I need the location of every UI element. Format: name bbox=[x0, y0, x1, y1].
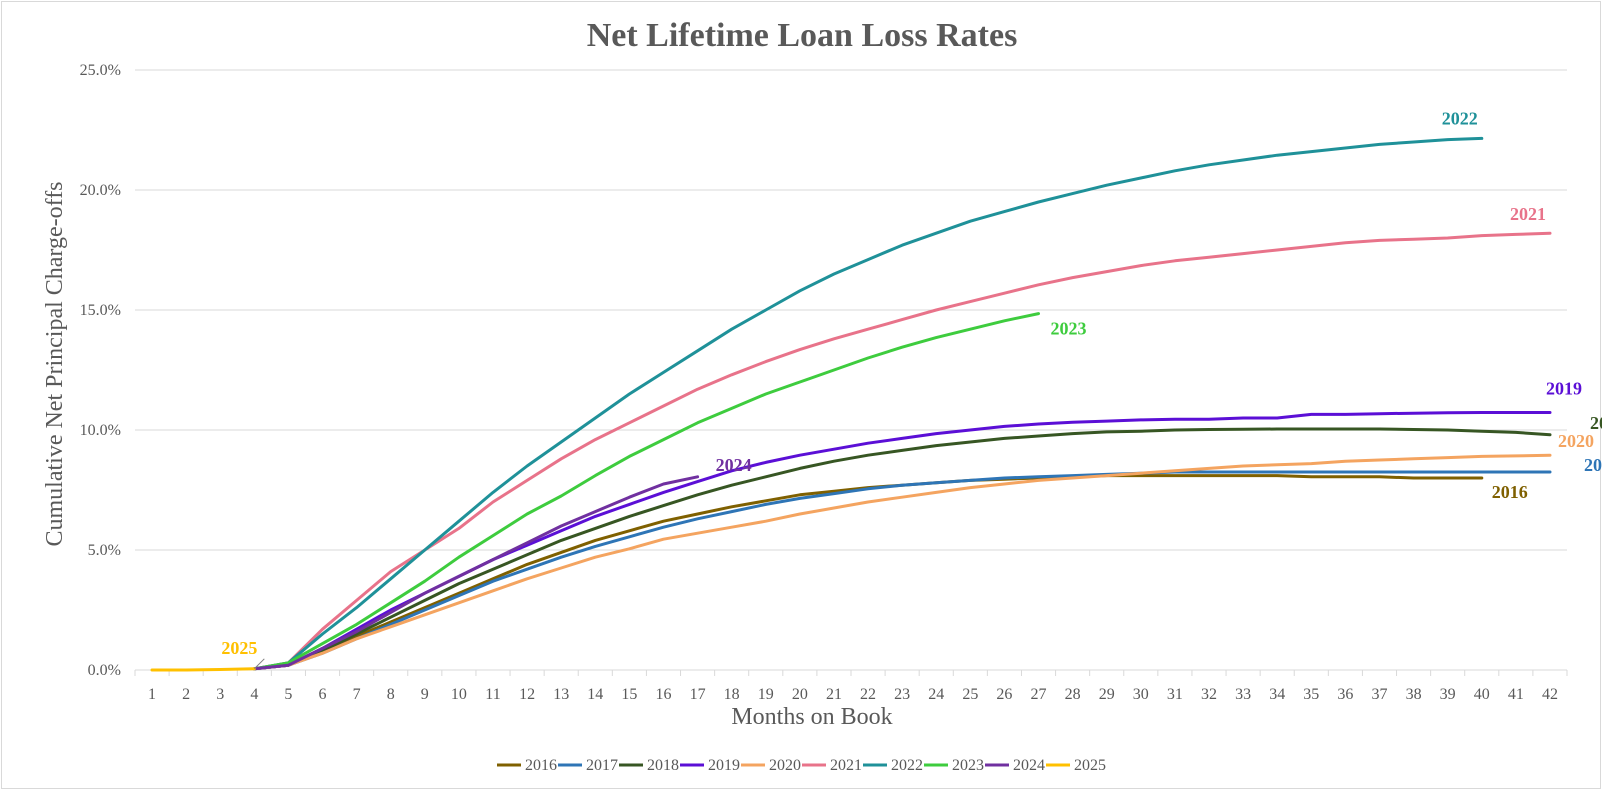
legend-item-2017: 2017 bbox=[558, 757, 618, 774]
legend-label: 2021 bbox=[830, 757, 862, 774]
legend-item-2018: 2018 bbox=[619, 757, 679, 774]
x-tick-label: 40 bbox=[1474, 686, 1490, 703]
y-tick-label: 10.0% bbox=[80, 422, 121, 439]
x-tick-label: 14 bbox=[587, 686, 603, 703]
series-label-2019: 2019 bbox=[1546, 378, 1582, 398]
x-tick-label: 32 bbox=[1201, 686, 1217, 703]
x-tick-label: 10 bbox=[451, 686, 467, 703]
series-line-2017 bbox=[252, 470, 1552, 671]
x-tick-label: 22 bbox=[860, 686, 876, 703]
x-tick-label: 8 bbox=[387, 686, 395, 703]
y-axis-ticks: 0.0% 5.0% 10.0% 15.0% 20.0% 25.0% bbox=[80, 62, 121, 679]
legend-label: 2017 bbox=[586, 757, 618, 774]
legend-label: 2020 bbox=[769, 757, 801, 774]
x-tick-label: 19 bbox=[758, 686, 774, 703]
x-tick-label: 33 bbox=[1235, 686, 1251, 703]
legend-label: 2022 bbox=[891, 757, 923, 774]
legend-label: 2019 bbox=[708, 757, 740, 774]
legend-item-2024: 2024 bbox=[985, 757, 1045, 774]
series-end-labels: 2016 2017 2018 2019 2020 2021 2022 2023 2024 2025 bbox=[221, 108, 1602, 670]
legend-label: 2025 bbox=[1074, 757, 1106, 774]
x-tick-label: 35 bbox=[1303, 686, 1319, 703]
series-lines bbox=[150, 136, 1552, 672]
legend-label: 2024 bbox=[1013, 757, 1045, 774]
legend-label: 2018 bbox=[647, 757, 679, 774]
y-tick-label: 0.0% bbox=[88, 662, 121, 679]
x-tick-label: 29 bbox=[1099, 686, 1115, 703]
legend-item-2019: 2019 bbox=[680, 757, 740, 774]
x-tick-label: 12 bbox=[519, 686, 535, 703]
series-label-2020: 2020 bbox=[1558, 431, 1594, 451]
y-tick-label: 20.0% bbox=[80, 182, 121, 199]
x-tick-label: 31 bbox=[1167, 686, 1183, 703]
series-line-2022 bbox=[252, 136, 1484, 671]
y-tick-label: 25.0% bbox=[80, 62, 121, 79]
x-tick-label: 9 bbox=[421, 686, 429, 703]
x-tick-label: 25 bbox=[962, 686, 978, 703]
x-tick-label: 13 bbox=[553, 686, 569, 703]
legend-item-2016: 2016 bbox=[497, 757, 557, 774]
x-tick-label: 27 bbox=[1031, 686, 1047, 703]
series-label-2018: 2018 bbox=[1590, 413, 1602, 433]
legend-label: 2016 bbox=[525, 757, 557, 774]
x-tick-label: 30 bbox=[1133, 686, 1149, 703]
label-leader-2025 bbox=[253, 658, 265, 670]
x-axis-ticks: 1 2 3 4 5 6 7 8 9 10 11 12 13 14 15 16 17 18 19 20 21 22 23 24 2… bbox=[148, 686, 1558, 703]
series-label-2021: 2021 bbox=[1510, 204, 1546, 224]
x-tick-label: 15 bbox=[621, 686, 637, 703]
x-tick-label: 38 bbox=[1406, 686, 1422, 703]
series-line-2020 bbox=[252, 453, 1552, 671]
x-tick-label: 36 bbox=[1337, 686, 1353, 703]
x-tick-label: 1 bbox=[148, 686, 156, 703]
x-axis-title: Months on Book bbox=[731, 704, 892, 730]
x-tick-label: 11 bbox=[485, 686, 500, 703]
chart-title: Net Lifetime Loan Loss Rates bbox=[587, 17, 1018, 54]
gridlines bbox=[134, 69, 1568, 676]
x-tick-label: 41 bbox=[1508, 686, 1524, 703]
series-line-2024 bbox=[252, 475, 700, 671]
series-label-2023: 2023 bbox=[1051, 319, 1087, 339]
x-tick-label: 6 bbox=[319, 686, 327, 703]
x-tick-label: 16 bbox=[655, 686, 671, 703]
series-line-2025 bbox=[150, 667, 256, 672]
x-tick-label: 20 bbox=[792, 686, 808, 703]
legend-item-2021: 2021 bbox=[802, 757, 862, 774]
series-line-2023 bbox=[252, 312, 1040, 671]
x-tick-label: 42 bbox=[1542, 686, 1558, 703]
legend-label: 2023 bbox=[952, 757, 984, 774]
legend-item-2025: 2025 bbox=[1046, 757, 1106, 774]
x-tick-label: 5 bbox=[284, 686, 292, 703]
x-tick-label: 28 bbox=[1065, 686, 1081, 703]
x-tick-label: 39 bbox=[1440, 686, 1456, 703]
y-tick-label: 15.0% bbox=[80, 302, 121, 319]
x-tick-label: 2 bbox=[182, 686, 190, 703]
x-tick-label: 23 bbox=[894, 686, 910, 703]
legend-item-2020: 2020 bbox=[741, 757, 801, 774]
legend-item-2022: 2022 bbox=[863, 757, 923, 774]
series-label-2022: 2022 bbox=[1442, 108, 1478, 128]
x-tick-label: 34 bbox=[1269, 686, 1285, 703]
series-label-2016: 2016 bbox=[1492, 482, 1528, 502]
series-label-2017: 2017 bbox=[1584, 455, 1602, 475]
x-tick-label: 3 bbox=[216, 686, 224, 703]
y-tick-label: 5.0% bbox=[88, 542, 121, 559]
x-tick-label: 18 bbox=[724, 686, 740, 703]
x-tick-label: 7 bbox=[353, 686, 361, 703]
x-tick-label: 26 bbox=[996, 686, 1012, 703]
y-axis-title: Cumulative Net Principal Charge-offs bbox=[42, 181, 68, 546]
legend: 2016 2017 2018 2019 2020 2021 2022 2023 2024 2025 bbox=[497, 757, 1106, 774]
series-line-2018 bbox=[252, 427, 1552, 671]
series-label-2025: 2025 bbox=[221, 638, 257, 658]
x-tick-label: 37 bbox=[1371, 686, 1387, 703]
x-tick-label: 4 bbox=[250, 686, 258, 703]
legend-item-2023: 2023 bbox=[924, 757, 984, 774]
series-label-2024: 2024 bbox=[716, 455, 752, 475]
x-tick-label: 24 bbox=[928, 686, 944, 703]
series-line-2021 bbox=[252, 231, 1552, 671]
x-tick-label: 17 bbox=[690, 686, 706, 703]
x-tick-label: 21 bbox=[826, 686, 842, 703]
